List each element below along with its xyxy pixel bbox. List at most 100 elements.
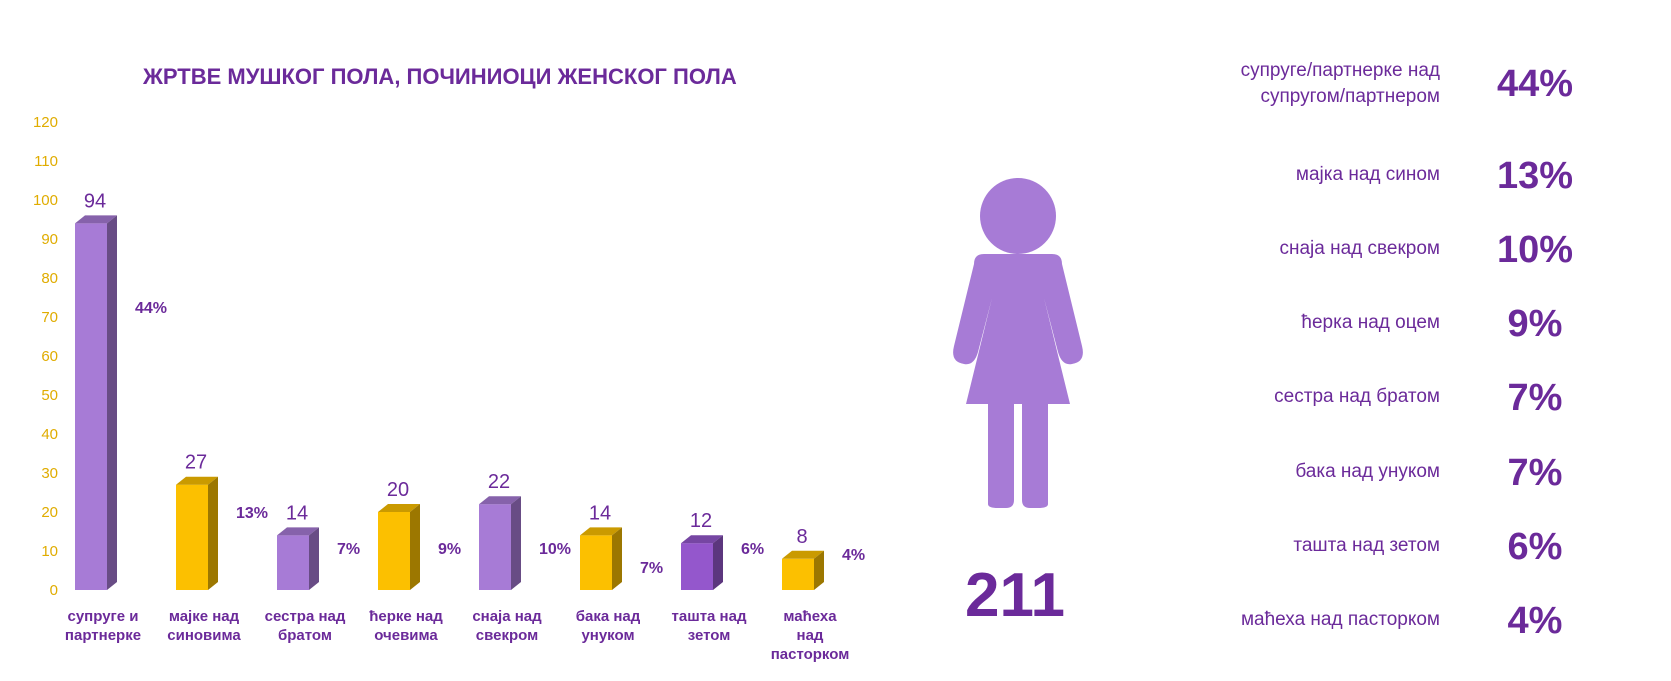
- x-category-label: сестра над братом: [265, 608, 346, 644]
- summary-item-label: бака над унуком: [1295, 461, 1440, 482]
- summary-item-label: маћеха над пасторком: [1240, 609, 1440, 630]
- y-tick-label: 30: [41, 465, 58, 482]
- bar-percent-label: 4%: [842, 547, 865, 564]
- summary-item-label: мајка над сином: [1295, 164, 1440, 185]
- bar-front: [681, 543, 713, 590]
- bar-percent-label: 7%: [337, 541, 360, 558]
- bar-top: [479, 496, 521, 505]
- bar-percent-label: 6%: [741, 541, 764, 558]
- bar: [176, 476, 218, 590]
- x-category-label: супруге и партнерке: [65, 608, 141, 644]
- bar: [75, 215, 117, 590]
- summary-item-percent: 44%: [1496, 63, 1574, 105]
- y-tick-label: 100: [33, 192, 58, 209]
- bar-side: [410, 504, 420, 590]
- woman-figure-icon: [953, 178, 1083, 508]
- summary-item-label: ћерка над оцем: [1301, 312, 1440, 333]
- x-category-label: бака над унуком: [576, 608, 641, 644]
- summary-item: маћеха над пасторком 4%: [1140, 593, 1620, 653]
- bar-side: [309, 527, 319, 590]
- bar-value-label: 14: [286, 502, 308, 524]
- summary-item-label: снаја над свекром: [1279, 238, 1440, 259]
- y-tick-label: 20: [41, 504, 58, 521]
- y-tick-label: 0: [50, 582, 58, 599]
- summary-item: ћерка над оцем 9%: [1140, 296, 1620, 356]
- summary-item-label: сестра над братом: [1274, 386, 1440, 407]
- bar-value-label: 12: [690, 510, 712, 532]
- bar-side: [107, 215, 117, 590]
- y-tick-label: 60: [41, 348, 58, 365]
- y-tick-label: 90: [41, 231, 58, 248]
- bar-top: [75, 215, 117, 224]
- bar-value-label: 94: [84, 190, 106, 212]
- y-tick-label: 40: [41, 426, 58, 443]
- total-count: 211: [964, 561, 1066, 630]
- bar-front: [782, 558, 814, 590]
- y-tick-label: 120: [33, 114, 58, 131]
- x-axis-labels: супруге и партнерке мајке над синовима сестр…: [65, 608, 849, 663]
- bar-top: [782, 550, 824, 559]
- summary-item-percent: 7%: [1507, 377, 1563, 419]
- bar-value-label: 14: [589, 502, 611, 524]
- bar-front: [580, 535, 612, 590]
- bar-top: [277, 527, 319, 536]
- bar-side: [814, 550, 824, 590]
- summary-item-percent: 13%: [1496, 155, 1574, 197]
- summary-item: мајка над сином 13%: [1140, 148, 1620, 208]
- bar-percent-label: 44%: [135, 300, 167, 317]
- bar: [479, 496, 521, 590]
- bar-value-label: 20: [387, 479, 409, 501]
- summary-item-label: супруге/партнерке над супругом/партнером: [1240, 60, 1440, 107]
- x-category-label: маћеха над пасторком: [771, 608, 850, 663]
- summary-item-percent: 10%: [1496, 229, 1574, 271]
- x-category-label: ћерке над очевима: [369, 608, 443, 644]
- summary-item-percent: 6%: [1507, 526, 1563, 568]
- bar-value-label: 22: [488, 471, 510, 493]
- bar-top: [176, 476, 218, 485]
- summary-item: бака над унуком 7%: [1140, 445, 1620, 505]
- y-axis: 0 10 20 30 40 50 60 70 80 90 100 110 120: [33, 114, 58, 599]
- bar-front: [75, 223, 107, 590]
- bar-side: [713, 535, 723, 590]
- bar: [681, 535, 723, 590]
- bar-top: [378, 504, 420, 512]
- bar-front: [277, 535, 309, 590]
- x-category-label: ташта над зетом: [672, 608, 747, 644]
- summary-item: сестра над братом 7%: [1140, 370, 1620, 430]
- bar-side: [612, 527, 622, 590]
- y-tick-label: 10: [41, 543, 58, 560]
- bar-front: [479, 504, 511, 590]
- bars: 94 44% 27 13% 14 7% 20 9% 22 10% 14 7% 12 6% 8 4%: [75, 190, 865, 590]
- summary-item-percent: 9%: [1507, 303, 1563, 345]
- bar: [378, 504, 420, 590]
- y-tick-label: 80: [41, 270, 58, 287]
- summary-item-percent: 7%: [1507, 452, 1563, 494]
- y-tick-label: 50: [41, 387, 58, 404]
- bar-side: [511, 496, 521, 590]
- bar-percent-label: 13%: [236, 505, 268, 522]
- bar-top: [580, 527, 622, 536]
- bar-percent-label: 7%: [640, 560, 663, 577]
- bar-value-label: 8: [796, 526, 807, 548]
- chart-title: ЖРТВЕ МУШКОГ ПОЛА, ПОЧИНИОЦИ ЖЕНСКОГ ПОЛ…: [143, 64, 737, 89]
- bar-front: [176, 484, 208, 590]
- bar-top: [681, 535, 723, 544]
- summary-item: снаја над свекром 10%: [1140, 222, 1620, 282]
- y-tick-label: 110: [34, 153, 58, 170]
- bar-percent-label: 9%: [438, 541, 461, 558]
- bar-side: [208, 476, 218, 590]
- bar-value-label: 27: [185, 452, 207, 474]
- summary-item: ташта над зетом 6%: [1140, 519, 1620, 579]
- summary-item-label: ташта над зетом: [1293, 535, 1440, 556]
- x-category-label: снаја над свекром: [472, 608, 542, 644]
- bar: [580, 527, 622, 590]
- bar: [782, 550, 824, 590]
- bar-front: [378, 512, 410, 590]
- bar-chart: 0 10 20 30 40 50 60 70 80 90 100 110 120 94 44% 27 13% 1…: [33, 114, 865, 663]
- x-category-label: мајке над синовима: [167, 608, 241, 644]
- summary-item-percent: 4%: [1507, 600, 1563, 642]
- summary-item: супруге/партнерке над супругом/партнером 4…: [1140, 58, 1620, 118]
- bar-percent-label: 10%: [539, 541, 571, 558]
- y-tick-label: 70: [41, 309, 58, 326]
- bar: [277, 527, 319, 590]
